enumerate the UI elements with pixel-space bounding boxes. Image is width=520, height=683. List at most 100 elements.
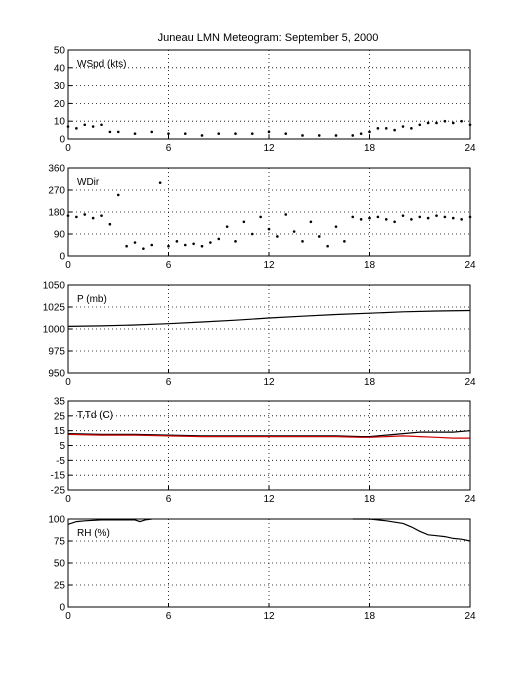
data-point <box>250 132 254 135</box>
data-point <box>317 134 321 137</box>
data-point <box>334 134 338 137</box>
x-tick-label: 0 <box>65 377 71 388</box>
data-point <box>443 119 447 123</box>
data-point <box>410 218 413 221</box>
data-point <box>426 216 430 220</box>
data-point <box>83 123 87 127</box>
data-point <box>183 243 187 247</box>
data-point <box>376 127 380 130</box>
data-point <box>334 225 338 228</box>
x-tick-label: 12 <box>263 494 275 505</box>
data-point <box>267 227 271 231</box>
series-line-2 <box>67 433 470 439</box>
data-point <box>393 128 396 132</box>
data-point <box>401 125 405 128</box>
y-tick-label: 90 <box>54 230 66 241</box>
data-point <box>108 130 112 134</box>
y-tick-label: 100 <box>48 515 65 526</box>
panel-1: 0 6 12 18 24 0 10 20 30 40 50 WSpd (kts) <box>54 46 476 155</box>
panel-label: WSpd (kts) <box>77 59 126 70</box>
y-tick-label: 50 <box>54 559 66 570</box>
data-point <box>209 241 212 244</box>
data-point <box>217 237 221 241</box>
x-tick-label: 24 <box>464 143 476 154</box>
y-tick-label: 180 <box>48 208 65 219</box>
data-point <box>150 243 154 247</box>
y-tick-label: -25 <box>51 486 66 497</box>
data-point <box>276 235 279 238</box>
data-point <box>167 244 170 248</box>
data-point <box>192 242 195 246</box>
data-point <box>116 130 120 134</box>
x-tick-label: 6 <box>166 494 172 505</box>
data-point <box>225 225 229 228</box>
y-tick-label: 15 <box>54 426 66 437</box>
y-tick-label: 75 <box>54 537 66 548</box>
data-point <box>359 218 363 221</box>
data-point <box>401 214 405 217</box>
data-point <box>410 127 413 130</box>
series-line-1 <box>67 430 471 438</box>
x-tick-label: 24 <box>464 611 476 622</box>
data-point <box>175 240 179 243</box>
x-tick-label: 12 <box>263 260 275 271</box>
data-point <box>351 215 355 219</box>
panel-label: RH (%) <box>77 528 110 539</box>
y-tick-label: 975 <box>48 347 65 358</box>
panel-label: T,Td (C) <box>77 410 113 421</box>
data-point <box>343 240 346 243</box>
chart-title: Juneau LMN Meteogram: September 5, 2000 <box>157 32 379 44</box>
x-tick-label: 18 <box>364 494 376 505</box>
x-tick-label: 6 <box>166 260 172 271</box>
data-point <box>100 123 103 127</box>
data-point <box>167 132 170 135</box>
y-tick-label: 0 <box>59 252 65 263</box>
panel-label: P (mb) <box>77 294 107 305</box>
data-point <box>75 215 78 219</box>
data-point <box>326 244 329 248</box>
x-tick-label: 18 <box>364 611 376 622</box>
data-point <box>250 232 254 236</box>
data-point <box>200 134 204 137</box>
data-point <box>301 134 304 137</box>
y-tick-label: 25 <box>54 581 66 592</box>
x-tick-label: 18 <box>364 260 376 271</box>
data-point <box>125 244 128 248</box>
y-tick-label: 50 <box>54 46 66 57</box>
data-point <box>368 216 371 220</box>
y-tick-label: 270 <box>48 186 65 197</box>
data-point <box>91 125 95 128</box>
y-tick-label: -5 <box>56 456 65 467</box>
data-point <box>133 132 137 135</box>
series-line-1 <box>67 309 471 327</box>
data-point <box>267 130 271 134</box>
y-tick-label: -15 <box>51 471 66 482</box>
data-point <box>75 127 78 130</box>
y-tick-label: 35 <box>54 397 66 408</box>
x-tick-label: 12 <box>263 377 275 388</box>
data-point <box>309 220 313 224</box>
data-point <box>83 213 87 216</box>
data-point <box>183 132 187 135</box>
data-point <box>426 121 430 125</box>
data-point <box>100 214 103 217</box>
data-point <box>108 222 112 226</box>
y-tick-label: 0 <box>59 603 65 614</box>
panel-label: WDir <box>77 177 100 188</box>
data-point <box>150 130 154 134</box>
data-point <box>301 240 304 243</box>
data-point <box>234 132 237 135</box>
data-point <box>116 193 120 197</box>
y-tick-label: 5 <box>59 441 65 452</box>
x-tick-label: 24 <box>464 260 476 271</box>
data-point <box>91 216 95 220</box>
y-tick-label: 20 <box>54 99 66 110</box>
x-tick-label: 6 <box>166 377 172 388</box>
y-tick-label: 0 <box>59 135 65 146</box>
y-tick-label: 950 <box>48 369 65 380</box>
x-tick-label: 0 <box>65 143 71 154</box>
panel-4: 0 6 12 18 24 -25 -15 -5 5 15 25 35 T,Td (C) <box>51 397 476 506</box>
x-tick-label: 6 <box>166 611 172 622</box>
x-tick-label: 18 <box>364 143 376 154</box>
